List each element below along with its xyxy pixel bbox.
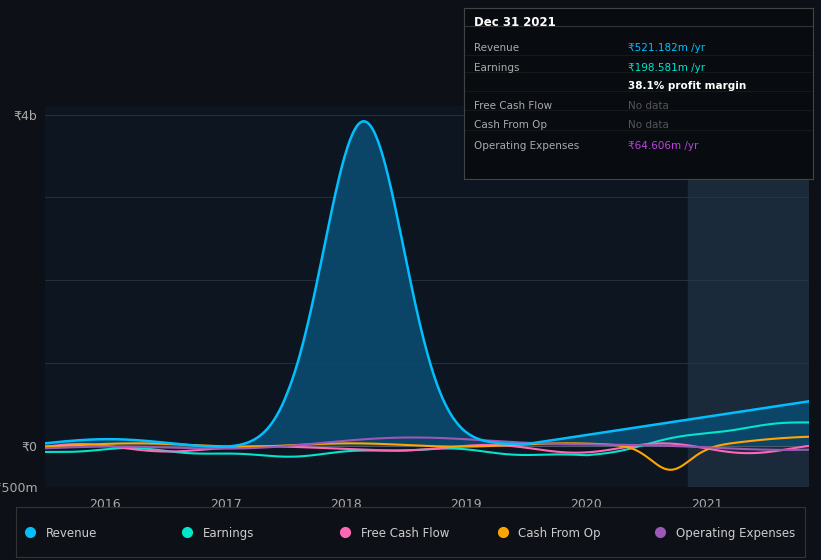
Text: Operating Expenses: Operating Expenses	[475, 141, 580, 151]
Text: Revenue: Revenue	[46, 527, 97, 540]
Text: ₹521.182m /yr: ₹521.182m /yr	[628, 43, 705, 53]
Text: Cash From Op: Cash From Op	[475, 120, 548, 130]
Text: ₹198.581m /yr: ₹198.581m /yr	[628, 63, 705, 73]
Text: Free Cash Flow: Free Cash Flow	[475, 101, 553, 111]
Text: ₹64.606m /yr: ₹64.606m /yr	[628, 141, 698, 151]
Text: Free Cash Flow: Free Cash Flow	[361, 527, 449, 540]
Text: Earnings: Earnings	[204, 527, 255, 540]
Bar	[689, 106, 809, 487]
Text: No data: No data	[628, 101, 669, 111]
Text: No data: No data	[628, 120, 669, 130]
Text: Operating Expenses: Operating Expenses	[677, 527, 796, 540]
Text: Earnings: Earnings	[475, 63, 520, 73]
Text: Cash From Op: Cash From Op	[519, 527, 601, 540]
Text: Dec 31 2021: Dec 31 2021	[475, 16, 556, 29]
Text: Revenue: Revenue	[475, 43, 520, 53]
Text: 38.1% profit margin: 38.1% profit margin	[628, 81, 746, 91]
